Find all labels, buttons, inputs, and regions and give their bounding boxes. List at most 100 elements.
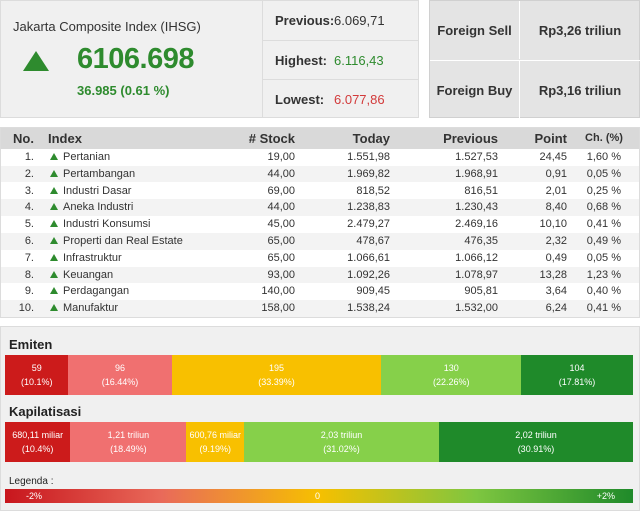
distribution-panel: Emiten 59 (10.1%) 96 (16.44%) 195 (33.39%) 130… [0, 326, 640, 511]
table-row: 6. Properti dan Real Estate 65,00 478,67 476… [1, 233, 639, 250]
foreign-buy-row: Foreign Buy Rp3,16 triliun [430, 60, 640, 119]
cell-point: 2,01 [545, 184, 567, 197]
kapitalisasi-segment: 680,11 miliar (10.4%) [5, 422, 71, 462]
up-triangle-icon [50, 203, 58, 211]
kapitalisasi-segment: 600,76 miliar (9.19%) [186, 422, 245, 462]
table-row: 2. Pertambangan 44,00 1.969,82 1.968,91 0,91 0… [1, 165, 639, 183]
kapitalisasi-bar: 680,11 miliar (10.4%) 1,21 triliun (18.49%)… [5, 422, 634, 462]
kapitalisasi-segment-value: 1,21 triliun [107, 430, 150, 440]
cell-change: 1,60 % [586, 151, 621, 163]
table-row: 5. Industri Konsumsi 45,00 2.479,27 2.469,16… [1, 216, 639, 233]
col-today: Today [352, 131, 390, 146]
cell-today: 1.538,24 [347, 302, 390, 315]
stat-lowest-label: Lowest: [275, 92, 325, 107]
table-header: No. Index # Stock Today Previous Point C… [1, 128, 639, 149]
col-stock: # Stock [248, 131, 295, 146]
cell-point: 10,10 [539, 218, 567, 231]
cell-change: 0,25 % [586, 184, 621, 197]
index-stats-card: Previous: 6.069,71 Highest: 6.116,43 Low… [263, 0, 419, 118]
stat-highest: Highest: 6.116,43 [263, 40, 418, 79]
cell-stock: 158,00 [261, 302, 295, 315]
cell-change: 0,40 % [586, 285, 621, 298]
foreign-buy-value: Rp3,16 triliun [538, 82, 622, 98]
cell-today: 909,45 [356, 285, 390, 298]
cell-name: Infrastruktur [63, 251, 122, 264]
index-summary-card: Jakarta Composite Index (IHSG) 6106.698 … [0, 0, 263, 118]
cell-stock: 45,00 [267, 218, 295, 231]
up-triangle-icon [50, 186, 58, 194]
cell-previous: 2.469,16 [455, 218, 498, 231]
cell-today: 1.092,26 [347, 268, 390, 281]
emiten-segment: 96 (16.44%) [68, 355, 172, 395]
cell-point: 8,40 [545, 201, 567, 214]
emiten-bar: 59 (10.1%) 96 (16.44%) 195 (33.39%) 130 (22.26%… [5, 355, 633, 395]
cell-no: 6. [24, 235, 34, 247]
table-row: 9. Perdagangan 140,00 909,45 905,81 3,64 0,40 … [1, 283, 639, 300]
cell-no: 5. [24, 218, 34, 231]
cell-today: 1.238,83 [347, 201, 390, 214]
cell-no: 3. [24, 184, 34, 197]
cell-stock: 140,00 [261, 285, 295, 298]
table-row: 3. Industri Dasar 69,00 818,52 816,51 2,01 0,2… [1, 183, 639, 200]
stat-previous: Previous: 6.069,71 [263, 1, 418, 40]
emiten-segment-value: 96 [115, 363, 126, 373]
cell-no: 10. [18, 302, 34, 315]
emiten-segment: 59 (10.1%) [5, 355, 69, 395]
cell-stock: 65,00 [267, 235, 295, 247]
stat-lowest: Lowest: 6.077,86 [263, 79, 418, 118]
cell-today: 818,52 [356, 184, 390, 197]
foreign-sell-label: Foreign Sell [430, 1, 520, 59]
legend-max: +2% [596, 491, 615, 501]
stat-highest-label: Highest: [275, 53, 327, 68]
kapitalisasi-segment-pct: (30.91%) [517, 444, 555, 454]
up-triangle-icon [50, 270, 58, 278]
col-point: Point [534, 131, 568, 146]
kapitalisasi-segment: 1,21 triliun (18.49%) [70, 422, 187, 462]
cell-today: 1.066,61 [347, 251, 390, 264]
up-triangle-icon [50, 169, 58, 177]
cell-today: 478,67 [356, 235, 390, 247]
emiten-segment-value: 130 [443, 363, 459, 373]
cell-change: 0,41 % [586, 218, 621, 231]
cell-previous: 1.527,53 [455, 151, 498, 163]
emiten-segment-pct: (33.39%) [258, 377, 295, 387]
col-previous: Previous [443, 131, 498, 146]
cell-point: 0,49 [545, 251, 567, 264]
cell-stock: 44,00 [267, 201, 295, 214]
cell-change: 1,23 % [586, 268, 621, 281]
cell-name: Industri Konsumsi [63, 218, 151, 231]
table-row: 1. Pertanian 19,00 1.551,98 1.527,53 24,45 1,6… [1, 149, 639, 166]
up-triangle-icon [50, 153, 58, 160]
cell-previous: 1.066,12 [455, 251, 498, 264]
cell-today: 2.479,27 [347, 218, 390, 231]
up-triangle-icon [50, 237, 58, 244]
kapitalisasi-segment: 2,02 triliun (30.91%) [438, 422, 634, 462]
cell-no: 8. [24, 268, 34, 281]
summary-header: Jakarta Composite Index (IHSG) 6106.698 … [0, 0, 640, 119]
legend-gradient-bar: -2% 0 +2% [5, 489, 633, 503]
index-value: 6106.698 [77, 43, 194, 75]
emiten-segment-value: 195 [268, 363, 285, 373]
index-name: Jakarta Composite Index (IHSG) [13, 19, 201, 34]
emiten-segment: 195 (33.39%) [171, 355, 382, 395]
cell-previous: 476,35 [464, 235, 498, 247]
foreign-sell-row: Foreign Sell Rp3,26 triliun [430, 1, 640, 60]
emiten-segment-pct: (10.1%) [20, 377, 53, 387]
emiten-label: Emiten [9, 337, 53, 352]
emiten-segment: 130 (22.26%) [381, 355, 522, 395]
cell-previous: 816,51 [464, 184, 498, 197]
cell-point: 3,64 [545, 285, 567, 298]
cell-previous: 1.532,00 [455, 302, 498, 315]
cell-change: 0,41 % [586, 302, 621, 315]
legend-mid: 0 [315, 491, 321, 501]
cell-no: 1. [24, 151, 34, 163]
table-row: 8. Keuangan 93,00 1.092,26 1.078,97 13,28 1,23… [1, 266, 639, 284]
up-triangle-icon [50, 220, 58, 228]
cell-name: Aneka Industri [63, 201, 134, 214]
foreign-sell-value: Rp3,26 triliun [538, 22, 622, 38]
cell-no: 4. [24, 201, 34, 214]
cell-previous: 1.078,97 [455, 268, 498, 281]
emiten-segment: 104 (17.81%) [521, 355, 633, 395]
up-triangle-icon [50, 287, 58, 295]
sector-index-table: No. Index # Stock Today Previous Point C… [0, 127, 640, 318]
